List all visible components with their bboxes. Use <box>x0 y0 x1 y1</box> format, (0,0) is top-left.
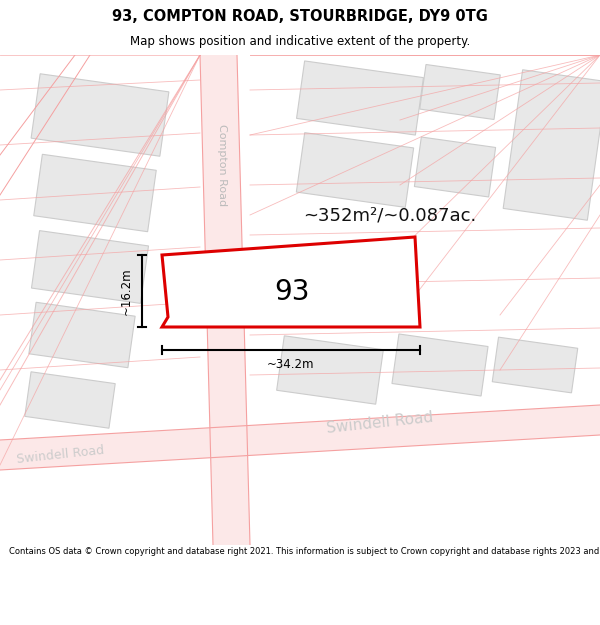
Polygon shape <box>0 405 600 470</box>
Bar <box>296 61 424 135</box>
Bar <box>34 154 156 232</box>
Text: Swindell Road: Swindell Road <box>326 410 434 436</box>
Bar <box>503 70 600 220</box>
Text: Map shows position and indicative extent of the property.: Map shows position and indicative extent… <box>130 35 470 48</box>
Bar <box>277 336 383 404</box>
Text: 93: 93 <box>274 278 310 306</box>
Bar <box>296 132 413 208</box>
Polygon shape <box>200 55 250 545</box>
Text: Compton Road: Compton Road <box>217 124 227 206</box>
Text: ~352m²/~0.087ac.: ~352m²/~0.087ac. <box>304 206 476 224</box>
Polygon shape <box>162 237 420 327</box>
Bar <box>392 334 488 396</box>
Text: ~34.2m: ~34.2m <box>267 359 315 371</box>
Text: Swindell Road: Swindell Road <box>16 444 104 466</box>
Text: ~16.2m: ~16.2m <box>119 268 133 315</box>
Bar <box>29 302 135 368</box>
Bar <box>25 372 115 428</box>
Bar <box>415 137 496 197</box>
Bar <box>31 231 149 303</box>
Text: 93, COMPTON ROAD, STOURBRIDGE, DY9 0TG: 93, COMPTON ROAD, STOURBRIDGE, DY9 0TG <box>112 9 488 24</box>
Bar <box>492 337 578 393</box>
Bar <box>31 74 169 156</box>
Text: Contains OS data © Crown copyright and database right 2021. This information is : Contains OS data © Crown copyright and d… <box>9 547 600 556</box>
Bar <box>420 64 500 119</box>
